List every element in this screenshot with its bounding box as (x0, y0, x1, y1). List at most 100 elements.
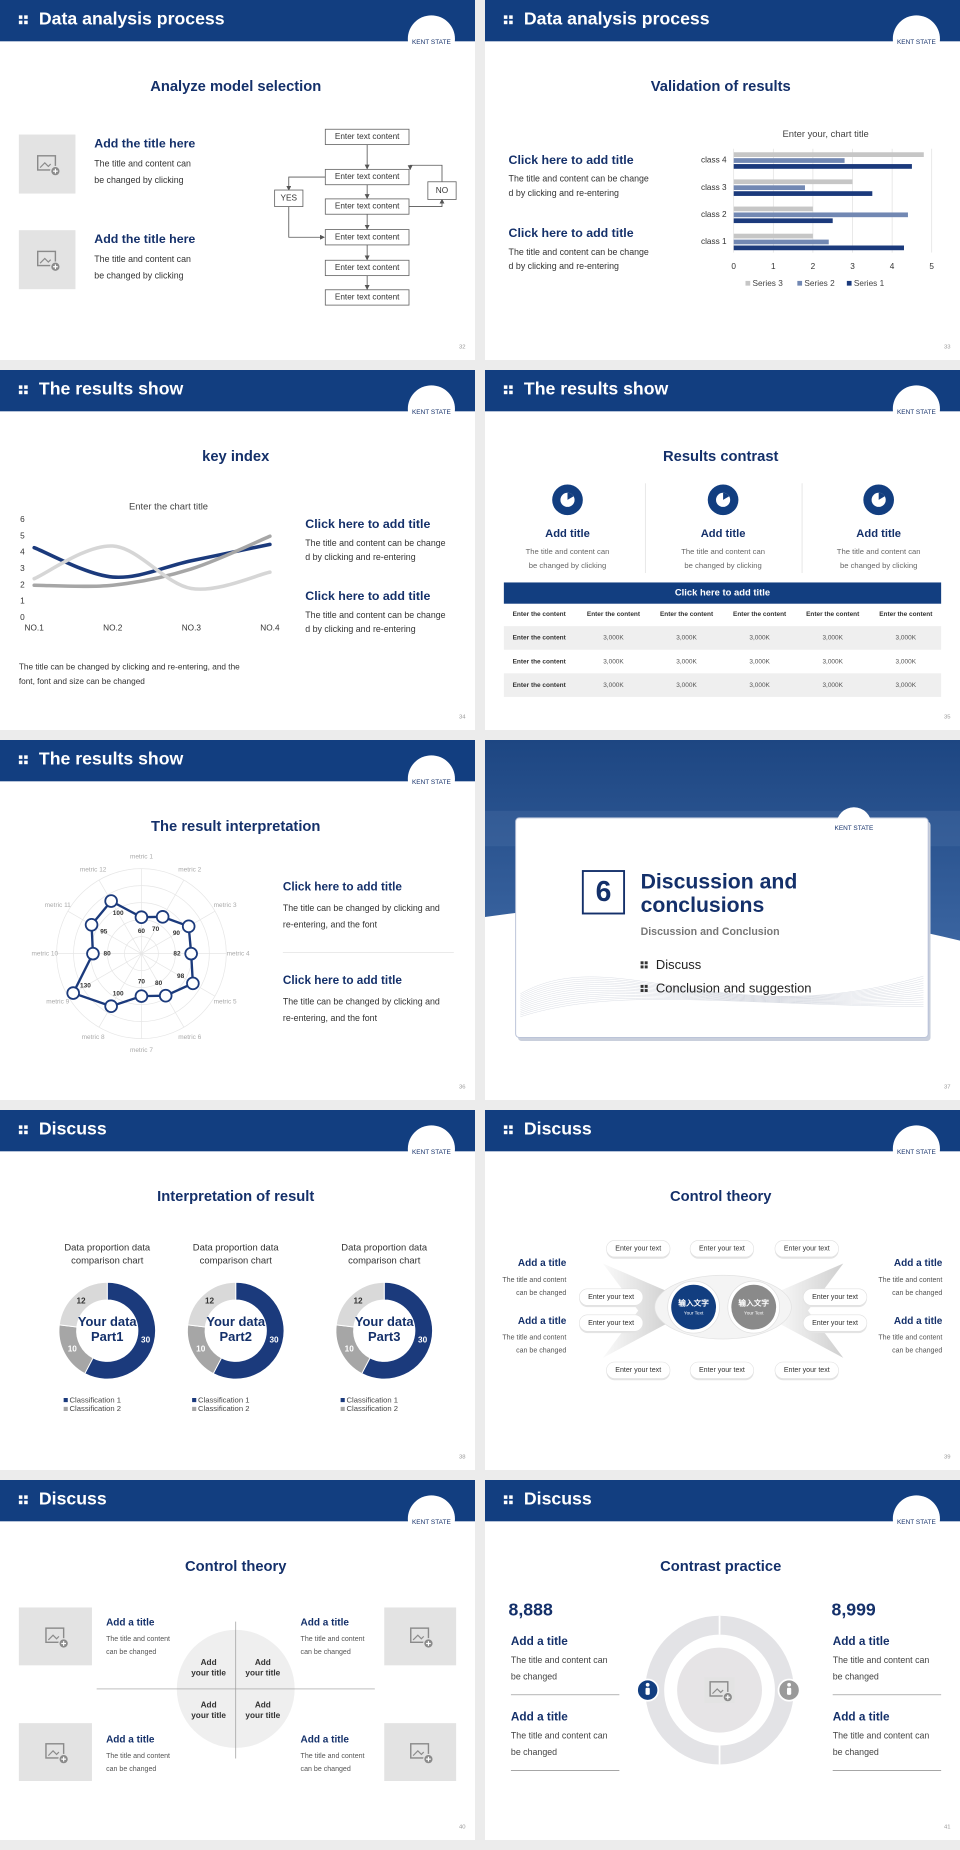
flow-box (324, 289, 410, 306)
header-icon (509, 390, 513, 395)
y-tick-label: 4 (20, 548, 25, 557)
table-cell: 3,000K (896, 682, 917, 689)
item-text: The title and content (502, 1277, 566, 1284)
axis-label: metric 2 (178, 867, 201, 874)
flow-box (324, 198, 410, 215)
data-label: 98 (177, 973, 185, 980)
bar (733, 164, 912, 169)
item-text: can be changed (516, 1348, 566, 1355)
item-title: Add a title (833, 1710, 890, 1723)
image-icon (725, 1694, 731, 1700)
bullet (640, 984, 644, 988)
circle-text: 输入文字 (738, 1298, 769, 1308)
image-icon (426, 1641, 431, 1646)
bubble (802, 1314, 868, 1332)
circle-subtext: Your Text (744, 1310, 764, 1315)
donut-center: Your data (355, 1314, 415, 1329)
data-label: 130 (80, 983, 91, 990)
axis-label: metric 9 (46, 999, 69, 1006)
header-icon (18, 1130, 23, 1135)
slide-title: Interpretation of result (157, 1189, 314, 1205)
legend-swatch (192, 1398, 197, 1403)
header-icon (503, 1495, 508, 1499)
legend-swatch (797, 280, 803, 286)
item-text: re-entering, and the font (283, 920, 378, 930)
bubble-text: Enter your text (812, 1320, 858, 1327)
flow-box (274, 189, 304, 207)
data-label: 95 (100, 929, 108, 936)
slide: The results show KENT STATE Results contra… (485, 370, 960, 730)
bar (733, 191, 873, 196)
bubble (802, 1288, 868, 1306)
data-label: 80 (155, 980, 163, 987)
image-icon (426, 1756, 431, 1762)
header-icon (18, 760, 23, 765)
bar (733, 233, 813, 239)
bubble (689, 1361, 755, 1379)
logo-badge (836, 807, 872, 843)
arrow-shape (602, 1263, 672, 1358)
section-title: conclusions (641, 894, 765, 917)
page-number: 37 (944, 1085, 951, 1091)
bar (733, 218, 833, 224)
header-icon (509, 1495, 513, 1499)
table-caption-bar (503, 582, 942, 604)
bubble-text: Enter your text (699, 1246, 745, 1253)
x-tick-label: 2 (811, 262, 816, 271)
quadrant-text: Add (255, 1701, 271, 1710)
flow-box (427, 181, 457, 200)
x-tick-label: NO.1 (25, 624, 45, 633)
radar-point (186, 976, 200, 991)
donut-segment (335, 1281, 385, 1328)
wave-decoration (520, 993, 924, 1010)
item-title: Add a title (518, 1258, 567, 1269)
wave-decoration (520, 996, 924, 1014)
chart-title: Data proportion data (64, 1242, 151, 1253)
table-caption: Click here to add title (675, 587, 770, 598)
data-label: 30 (269, 1335, 279, 1344)
item-text: The title can be changed by clicking and (283, 996, 440, 1006)
list-item: Conclusion and suggestion (656, 980, 812, 995)
data-label: 82 (173, 950, 181, 957)
data-label: 12 (76, 1296, 86, 1305)
header-title: Discuss (524, 1119, 592, 1139)
item-title: Add a title (511, 1635, 568, 1648)
flow-text: Enter text content (335, 132, 400, 141)
item-title: Click here to add title (509, 153, 634, 167)
radar-point (134, 989, 149, 1003)
axis-label: metric 12 (80, 867, 107, 874)
item-text: re-entering, and the font (283, 1013, 378, 1023)
item-text: be changed (511, 1747, 557, 1757)
chart-title: Enter your, chart title (782, 128, 868, 139)
donut-center: Part1 (91, 1329, 123, 1344)
item-text: be changed (833, 1747, 879, 1757)
slide: Discuss KENT STATE Control theory 40 Add a t… (0, 1480, 475, 1840)
table-cell: Enter the content (513, 635, 567, 642)
header-icon (18, 1500, 23, 1505)
icon (878, 492, 885, 500)
bar (733, 206, 813, 212)
image-icon (45, 1627, 65, 1644)
bullet (640, 965, 644, 969)
header-icon (18, 755, 23, 759)
bubble-text: Enter your text (615, 1367, 661, 1374)
logo-badge (407, 1495, 455, 1543)
chart-title: Data proportion data (341, 1242, 428, 1253)
table-header: Enter the content (587, 611, 641, 618)
flow-box (324, 168, 410, 186)
donut-segment (84, 1281, 156, 1380)
table-cell: 3,000K (603, 658, 624, 665)
header-title: Discuss (39, 1119, 107, 1139)
item-text: can be changed (106, 1649, 156, 1656)
header-icon (509, 1125, 513, 1129)
bar (733, 239, 829, 245)
quadrant-text: Add (201, 1701, 217, 1710)
item-text: The title and content can (833, 1730, 930, 1740)
image-placeholder (18, 1607, 92, 1666)
legend-label: Series 1 (854, 279, 885, 288)
header-title: The results show (39, 749, 184, 769)
category-label: class 4 (701, 156, 727, 165)
slide: Discuss KENT STATE Contrast practice 41 8,88… (485, 1480, 960, 1840)
header-icon (24, 20, 28, 25)
